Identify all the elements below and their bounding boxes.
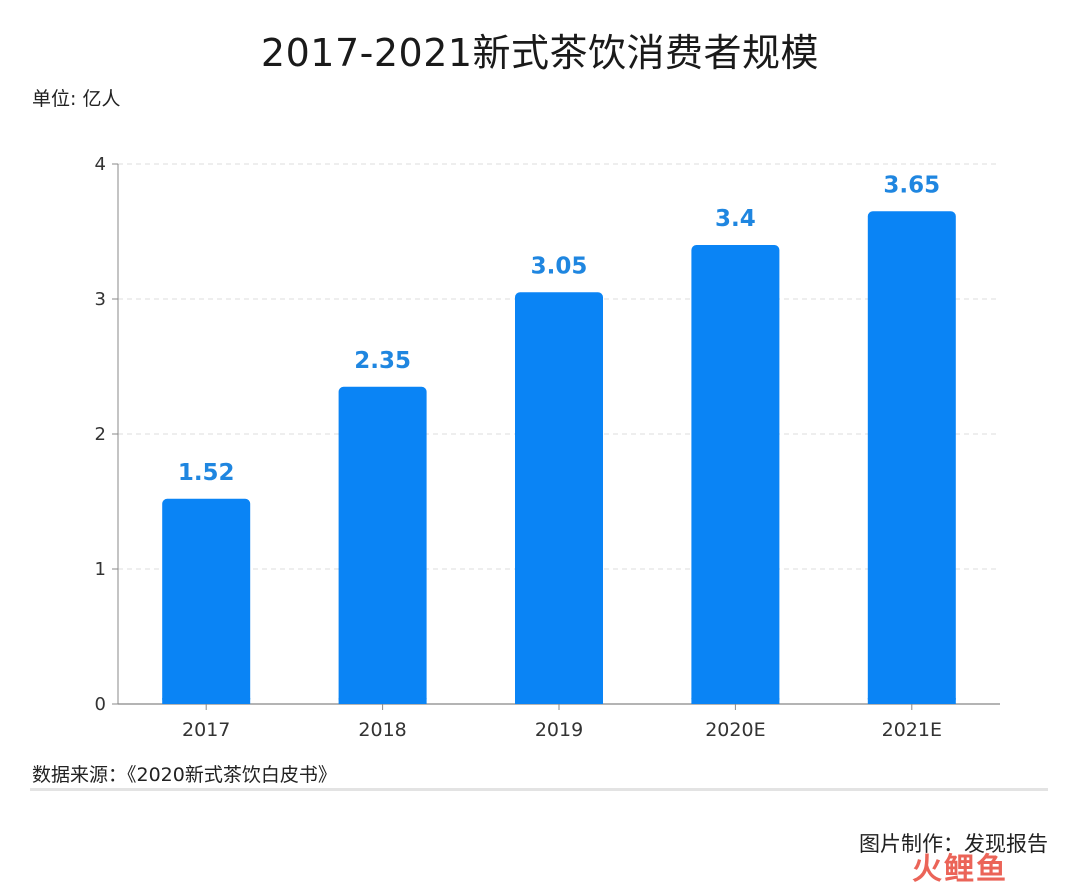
bar-base <box>162 698 251 704</box>
image-credit: 图片制作：发现报告 <box>859 832 1048 856</box>
data-label: 3.4 <box>715 206 756 232</box>
bar-base <box>691 698 780 704</box>
x-tick-label: 2020E <box>705 719 765 741</box>
bar <box>515 292 603 704</box>
bar-base <box>867 698 956 704</box>
data-source-note: 数据来源：《2020新式茶饮白皮书》 <box>32 764 337 786</box>
y-tick-label: 3 <box>95 289 106 310</box>
bar <box>867 211 956 704</box>
data-label: 1.52 <box>178 460 235 486</box>
chart-title: 2017-2021新式茶饮消费者规模 <box>260 31 820 75</box>
y-tick-label: 4 <box>95 154 106 175</box>
bar <box>691 245 780 704</box>
x-tick-label: 2017 <box>182 719 230 741</box>
data-label: 3.05 <box>531 253 588 279</box>
x-tick-label: 2021E <box>882 719 942 741</box>
labels-layer: 1.52 2017 2.35 2018 3.05 2019 3.4 2020E 3.65 2021… <box>178 172 942 741</box>
watermark-logo: 火鲤鱼 <box>912 852 1008 887</box>
data-label: 3.65 <box>883 172 940 198</box>
y-tick-label: 2 <box>95 424 106 445</box>
bar-base <box>515 698 603 704</box>
data-label: 2.35 <box>354 348 411 374</box>
unit-label: 单位: 亿人 <box>32 88 121 110</box>
x-tick-label: 2018 <box>358 719 406 741</box>
divider <box>30 788 1048 791</box>
x-tick-label: 2019 <box>535 719 583 741</box>
bar <box>162 498 251 704</box>
y-tick-label: 0 <box>95 694 106 715</box>
bars-layer <box>162 211 956 704</box>
y-tick-label: 1 <box>95 559 106 580</box>
bar-base <box>338 698 427 704</box>
bar <box>338 386 427 704</box>
